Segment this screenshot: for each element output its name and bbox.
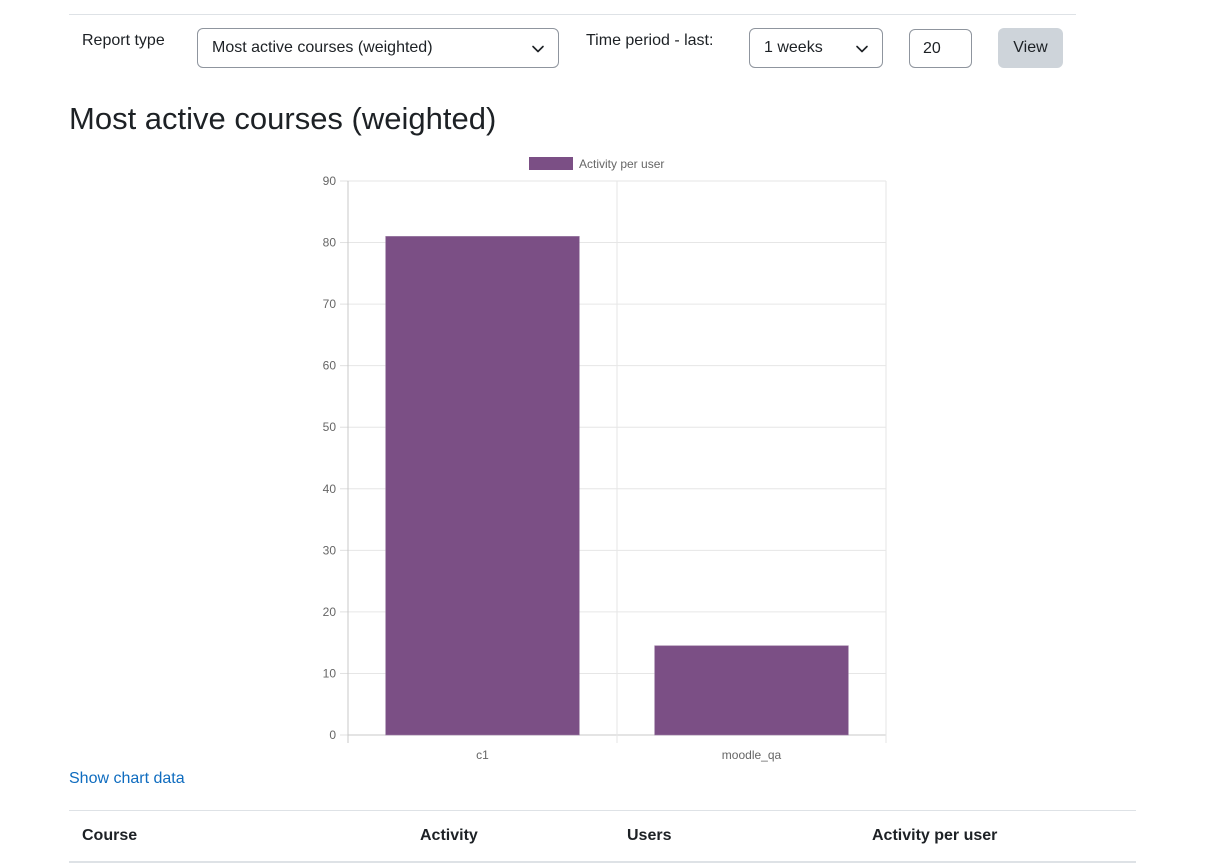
table-top-border xyxy=(69,810,1136,811)
legend-label: Activity per user xyxy=(579,157,664,171)
column-header-activity-per-user[interactable]: Activity per user xyxy=(872,827,998,844)
y-tick-label: 50 xyxy=(323,420,337,434)
bar-moodle_qa xyxy=(654,645,849,736)
y-tick-label: 0 xyxy=(329,728,336,742)
y-tick-label: 30 xyxy=(323,543,337,557)
report-type-select[interactable]: Most active courses (weighted) xyxy=(197,28,559,68)
table-header-border xyxy=(69,861,1136,863)
column-header-course[interactable]: Course xyxy=(82,827,138,844)
y-tick-label: 90 xyxy=(323,174,337,188)
show-chart-data-link[interactable]: Show chart data xyxy=(69,770,185,787)
column-header-users[interactable]: Users xyxy=(627,827,672,844)
time-period-label: Time period - last: xyxy=(586,32,714,49)
bar-chart: 0 10 20 30 40 50 60 70 80 90 c1 moodle_qa Activity p… xyxy=(323,157,887,762)
y-tick-label: 80 xyxy=(323,236,337,250)
y-tick-label: 60 xyxy=(323,359,337,373)
chevron-down-icon xyxy=(856,45,868,53)
course-count-input[interactable] xyxy=(909,29,972,68)
x-tick-label: c1 xyxy=(476,748,489,762)
page-title: Most active courses (weighted) xyxy=(69,101,497,136)
y-tick-label: 20 xyxy=(323,605,337,619)
report-type-selected-value: Most active courses (weighted) xyxy=(212,39,433,56)
x-tick-label: moodle_qa xyxy=(722,748,782,762)
divider xyxy=(69,14,1076,15)
report-type-label: Report type xyxy=(82,32,165,49)
y-tick-label: 70 xyxy=(323,297,337,311)
time-period-select[interactable]: 1 weeks xyxy=(749,28,883,68)
column-header-activity[interactable]: Activity xyxy=(420,827,478,844)
bar-c1 xyxy=(385,236,580,736)
legend-swatch xyxy=(529,157,573,170)
view-button[interactable]: View xyxy=(998,28,1063,68)
time-period-selected-value: 1 weeks xyxy=(764,39,823,56)
y-tick-label: 40 xyxy=(323,482,337,496)
y-tick-label: 10 xyxy=(323,666,337,680)
chevron-down-icon xyxy=(532,45,544,53)
